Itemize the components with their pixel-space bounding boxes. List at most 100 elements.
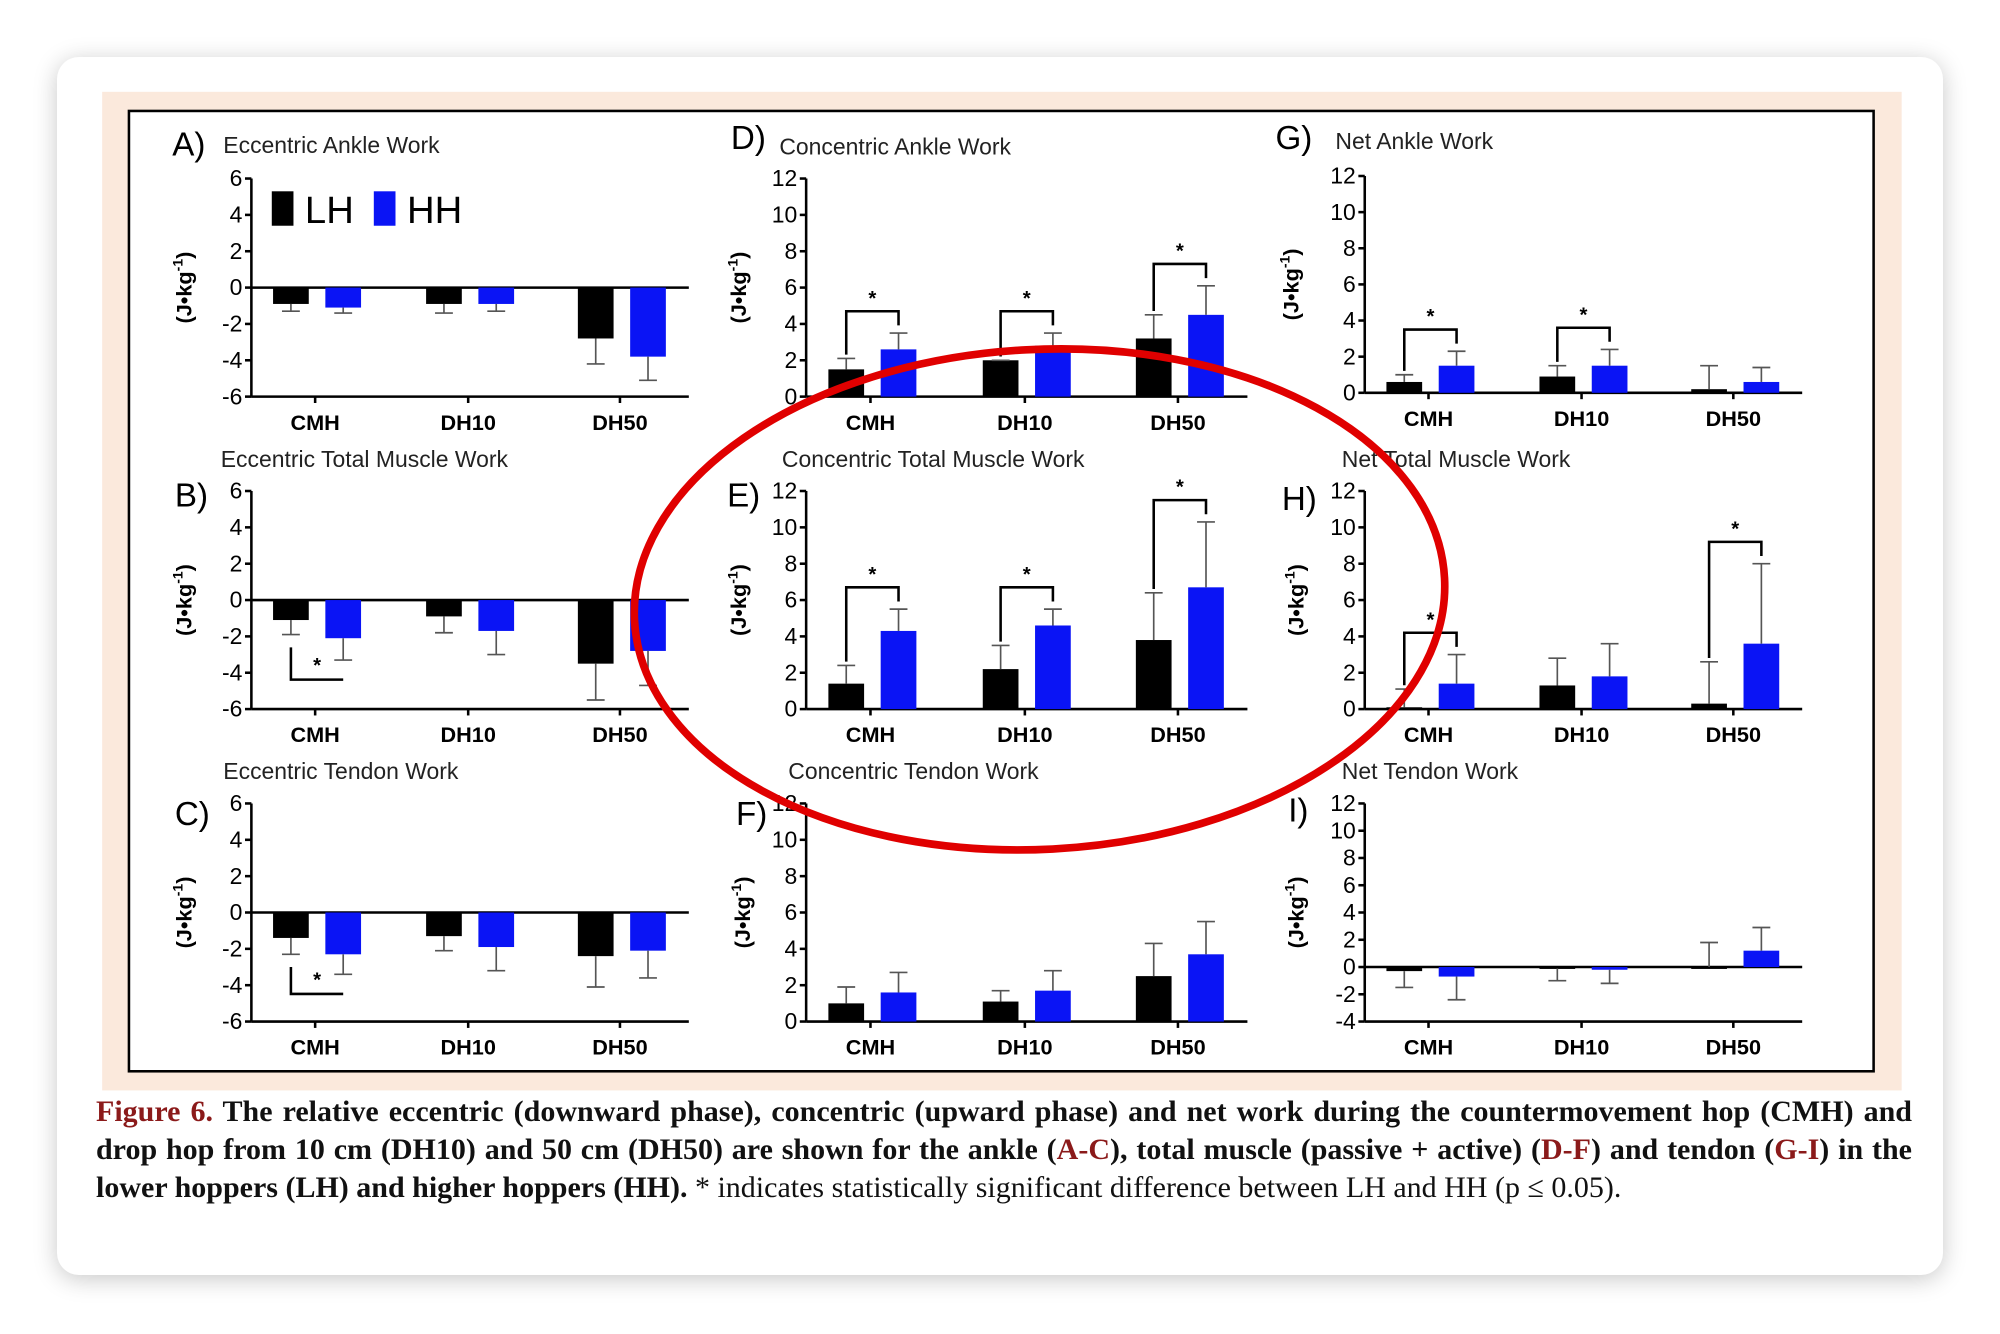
caption-ref-a-c[interactable]: A-C (1056, 1133, 1110, 1166)
y-tick-label: 6 (1343, 872, 1356, 898)
y-tick-label: -2 (222, 936, 242, 962)
y-tick-label: -4 (222, 659, 243, 685)
y-tick-label: 6 (230, 165, 243, 191)
panel-title: Concentric Total Muscle Work (782, 446, 1085, 472)
y-axis-label: (J•kg-1) (170, 877, 197, 949)
y-tick-label: 10 (1330, 817, 1356, 843)
significance-star: * (1731, 519, 1739, 541)
bar-lh-dh10 (426, 287, 462, 304)
y-tick-label: 10 (772, 826, 798, 852)
y-tick-label: 10 (1330, 199, 1356, 225)
significance-star: * (868, 288, 876, 310)
y-tick-label: 6 (1343, 271, 1356, 297)
y-tick-label: 4 (784, 311, 797, 337)
bar-lh-cmh (1386, 381, 1423, 393)
y-tick-label: 10 (772, 202, 798, 228)
x-tick-label: DH50 (1706, 722, 1761, 747)
panel-a: A) Eccentric Ankle Work (J•kg-1) 6 4 2 0 -2 -4 -6… (170, 127, 689, 435)
bar-lh-dh50 (1691, 703, 1727, 710)
y-tick-label: 4 (230, 826, 243, 852)
x-tick-label: CMH (1404, 406, 1453, 431)
bar-lh-dh50 (1135, 976, 1172, 1022)
panel-letter: B) (175, 477, 208, 514)
significance-star: * (1176, 241, 1184, 263)
x-tick-label: DH10 (1554, 1035, 1609, 1060)
bar-hh-dh50 (1743, 643, 1780, 710)
x-tick-label: CMH (290, 410, 339, 435)
significance-bracket (1152, 262, 1208, 312)
caption-ref-d-f[interactable]: D-F (1541, 1133, 1591, 1166)
x-tick-label: DH10 (440, 410, 495, 435)
x-tick-label: DH10 (1554, 722, 1609, 747)
y-axis-label: (J•kg-1) (1277, 248, 1304, 320)
y-tick-label: 10 (772, 514, 798, 540)
x-tick-label: DH10 (440, 722, 495, 747)
x-tick-label: DH50 (592, 1035, 647, 1060)
y-tick-label: 8 (1343, 845, 1356, 871)
y-axis-label-sup: -1 (170, 884, 186, 897)
y-tick-label: 12 (772, 165, 798, 191)
significance-star: * (313, 969, 321, 991)
y-axis-label-end: ) (171, 252, 196, 259)
x-tick-label: CMH (846, 1035, 895, 1060)
bar-lh-dh10 (1539, 376, 1576, 393)
y-tick-label: -6 (222, 383, 242, 409)
y-axis-label-end: ) (1284, 564, 1309, 571)
y-tick-label: 0 (784, 696, 797, 722)
bar-hh-dh10 (1035, 990, 1071, 1022)
significance-bracket (1707, 540, 1763, 659)
significance-bracket (999, 586, 1055, 642)
panel-e: E) Concentric Total Muscle Work (J•kg-1) 12… (724, 446, 1248, 747)
x-tick-label: CMH (290, 1035, 339, 1060)
y-axis-label-text: (J•kg (171, 896, 196, 948)
bar-hh-cmh (880, 992, 917, 1022)
bar-lh-dh50 (1691, 967, 1727, 969)
x-tick-label: CMH (846, 410, 895, 435)
y-tick-label: 4 (230, 514, 243, 540)
y-tick-label: 4 (230, 202, 243, 228)
panel-title: Eccentric Total Muscle Work (221, 446, 509, 472)
caption-figure-label: Figure 6. (96, 1095, 213, 1128)
panel-title: Concentric Ankle Work (779, 133, 1011, 159)
panel-c: C) Eccentric Tendon Work (J•kg-1) 6 4 2 0 -2 -4 -… (170, 758, 689, 1060)
caption-text-1: The relative eccentric (downward phase),… (96, 1095, 1912, 1166)
legend-swatch-hh (373, 191, 396, 226)
panel-title: Eccentric Ankle Work (223, 132, 440, 158)
x-tick-label: DH50 (592, 410, 647, 435)
y-axis-label-text: (J•kg (726, 271, 751, 323)
significance-star: * (1579, 304, 1587, 326)
significance-bracket (1152, 498, 1208, 589)
caption-text-3: ) and tendon ( (1590, 1133, 1775, 1166)
x-tick-label: DH50 (1150, 722, 1205, 747)
y-tick-label: -2 (1335, 981, 1355, 1007)
legend-label-lh: LH (305, 189, 354, 232)
y-axis-label-text: (J•kg (1284, 896, 1309, 948)
y-tick-label: -6 (222, 696, 242, 722)
significance-star: * (1426, 306, 1434, 328)
bar-hh-dh50 (630, 287, 666, 357)
bar-lh-dh10 (982, 669, 1019, 710)
significance-bracket (289, 647, 344, 681)
panel-h: H)Net Total Muscle Work(J•kg-1)121086420… (1282, 446, 1803, 747)
significance-bracket (844, 586, 900, 662)
bar-hh-dh10 (478, 912, 515, 948)
x-tick-label: DH50 (1150, 1035, 1205, 1060)
y-tick-label: -4 (222, 972, 243, 998)
y-axis-label-end: ) (726, 252, 751, 259)
panel-title: Net Tendon Work (1342, 758, 1519, 784)
y-tick-label: 0 (230, 899, 243, 925)
bar-hh-dh10 (1035, 625, 1071, 710)
y-axis-label: (J•kg-1) (724, 252, 751, 324)
y-axis-label-end: ) (171, 877, 196, 884)
y-tick-label: 2 (784, 659, 797, 685)
y-tick-label: -4 (1335, 1008, 1356, 1034)
bar-lh-dh50 (577, 600, 614, 664)
x-tick-label: DH50 (1706, 406, 1761, 431)
bar-lh-dh10 (1539, 967, 1576, 969)
bar-lh-cmh (273, 912, 309, 938)
caption-ref-g-i[interactable]: G-I (1774, 1133, 1820, 1166)
y-tick-label: 0 (230, 587, 243, 613)
bar-hh-cmh (325, 287, 362, 308)
y-tick-label: 8 (1343, 550, 1356, 576)
